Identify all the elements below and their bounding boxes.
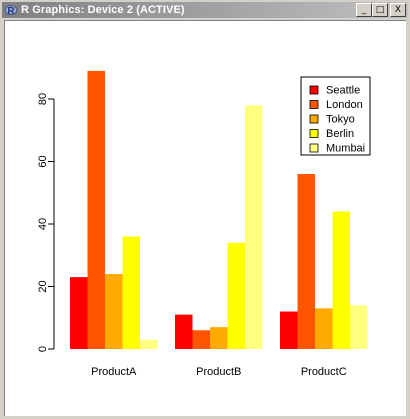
legend-label-seattle: Seattle xyxy=(326,85,360,97)
bar-london-productc xyxy=(297,174,315,349)
bar-tokyo-productc xyxy=(315,308,333,350)
legend-swatch-tokyo xyxy=(309,114,319,124)
legend-label-berlin: Berlin xyxy=(326,128,354,140)
y-tick-label-40: 40 xyxy=(37,218,49,230)
legend-label-mumbai: Mumbai xyxy=(326,143,365,155)
maximize-icon: □ xyxy=(375,4,385,15)
bar-seattle-productc xyxy=(280,311,298,349)
bar-seattle-productb xyxy=(175,314,193,350)
legend-label-london: London xyxy=(326,99,363,111)
legend-swatch-london xyxy=(309,100,319,109)
title-bar[interactable]: R R Graphics: Device 2 (ACTIVE) _ □ X xyxy=(2,2,408,18)
close-button[interactable]: X xyxy=(390,3,406,17)
x-tick-label-producta: ProductA xyxy=(91,366,137,378)
close-icon: X xyxy=(394,4,402,15)
bar-mumbai-productc xyxy=(350,305,368,349)
legend-swatch-seattle xyxy=(309,85,319,95)
svg-text:R: R xyxy=(7,6,15,17)
bar-tokyo-producta xyxy=(105,274,123,349)
bar-berlin-productb xyxy=(227,242,245,349)
legend-swatch-mumbai xyxy=(309,143,319,153)
r-logo-icon: R xyxy=(4,3,18,17)
plot-area: ProductA ProductB ProductC 0 20 40 60 80 Seattle… xyxy=(4,20,406,416)
legend-label-tokyo: Tokyo xyxy=(326,114,355,126)
bar-mumbai-producta xyxy=(140,339,158,350)
bar-tokyo-productb xyxy=(210,327,228,350)
y-tick-label-20: 20 xyxy=(37,280,49,292)
bar-london-producta xyxy=(87,70,105,350)
minimize-button[interactable]: _ xyxy=(356,3,372,17)
window-title: R Graphics: Device 2 (ACTIVE) xyxy=(21,4,185,16)
y-tick-label-80: 80 xyxy=(37,93,49,105)
bar-chart: ProductA ProductB ProductC 0 20 40 60 80 Seattle… xyxy=(37,70,371,378)
y-tick-label-60: 60 xyxy=(37,155,49,167)
x-tick-label-productc: ProductC xyxy=(301,366,347,378)
bar-seattle-producta xyxy=(70,277,88,350)
y-tick-label-0: 0 xyxy=(37,346,49,352)
maximize-button[interactable]: □ xyxy=(372,3,388,17)
x-tick-label-productb: ProductB xyxy=(196,366,241,378)
minimize-icon: _ xyxy=(361,4,367,15)
bar-berlin-producta xyxy=(122,236,140,349)
legend-swatch-berlin xyxy=(309,129,319,138)
bar-london-productb xyxy=(192,330,210,349)
bar-mumbai-productb xyxy=(245,105,263,349)
bar-berlin-productc xyxy=(332,211,350,349)
